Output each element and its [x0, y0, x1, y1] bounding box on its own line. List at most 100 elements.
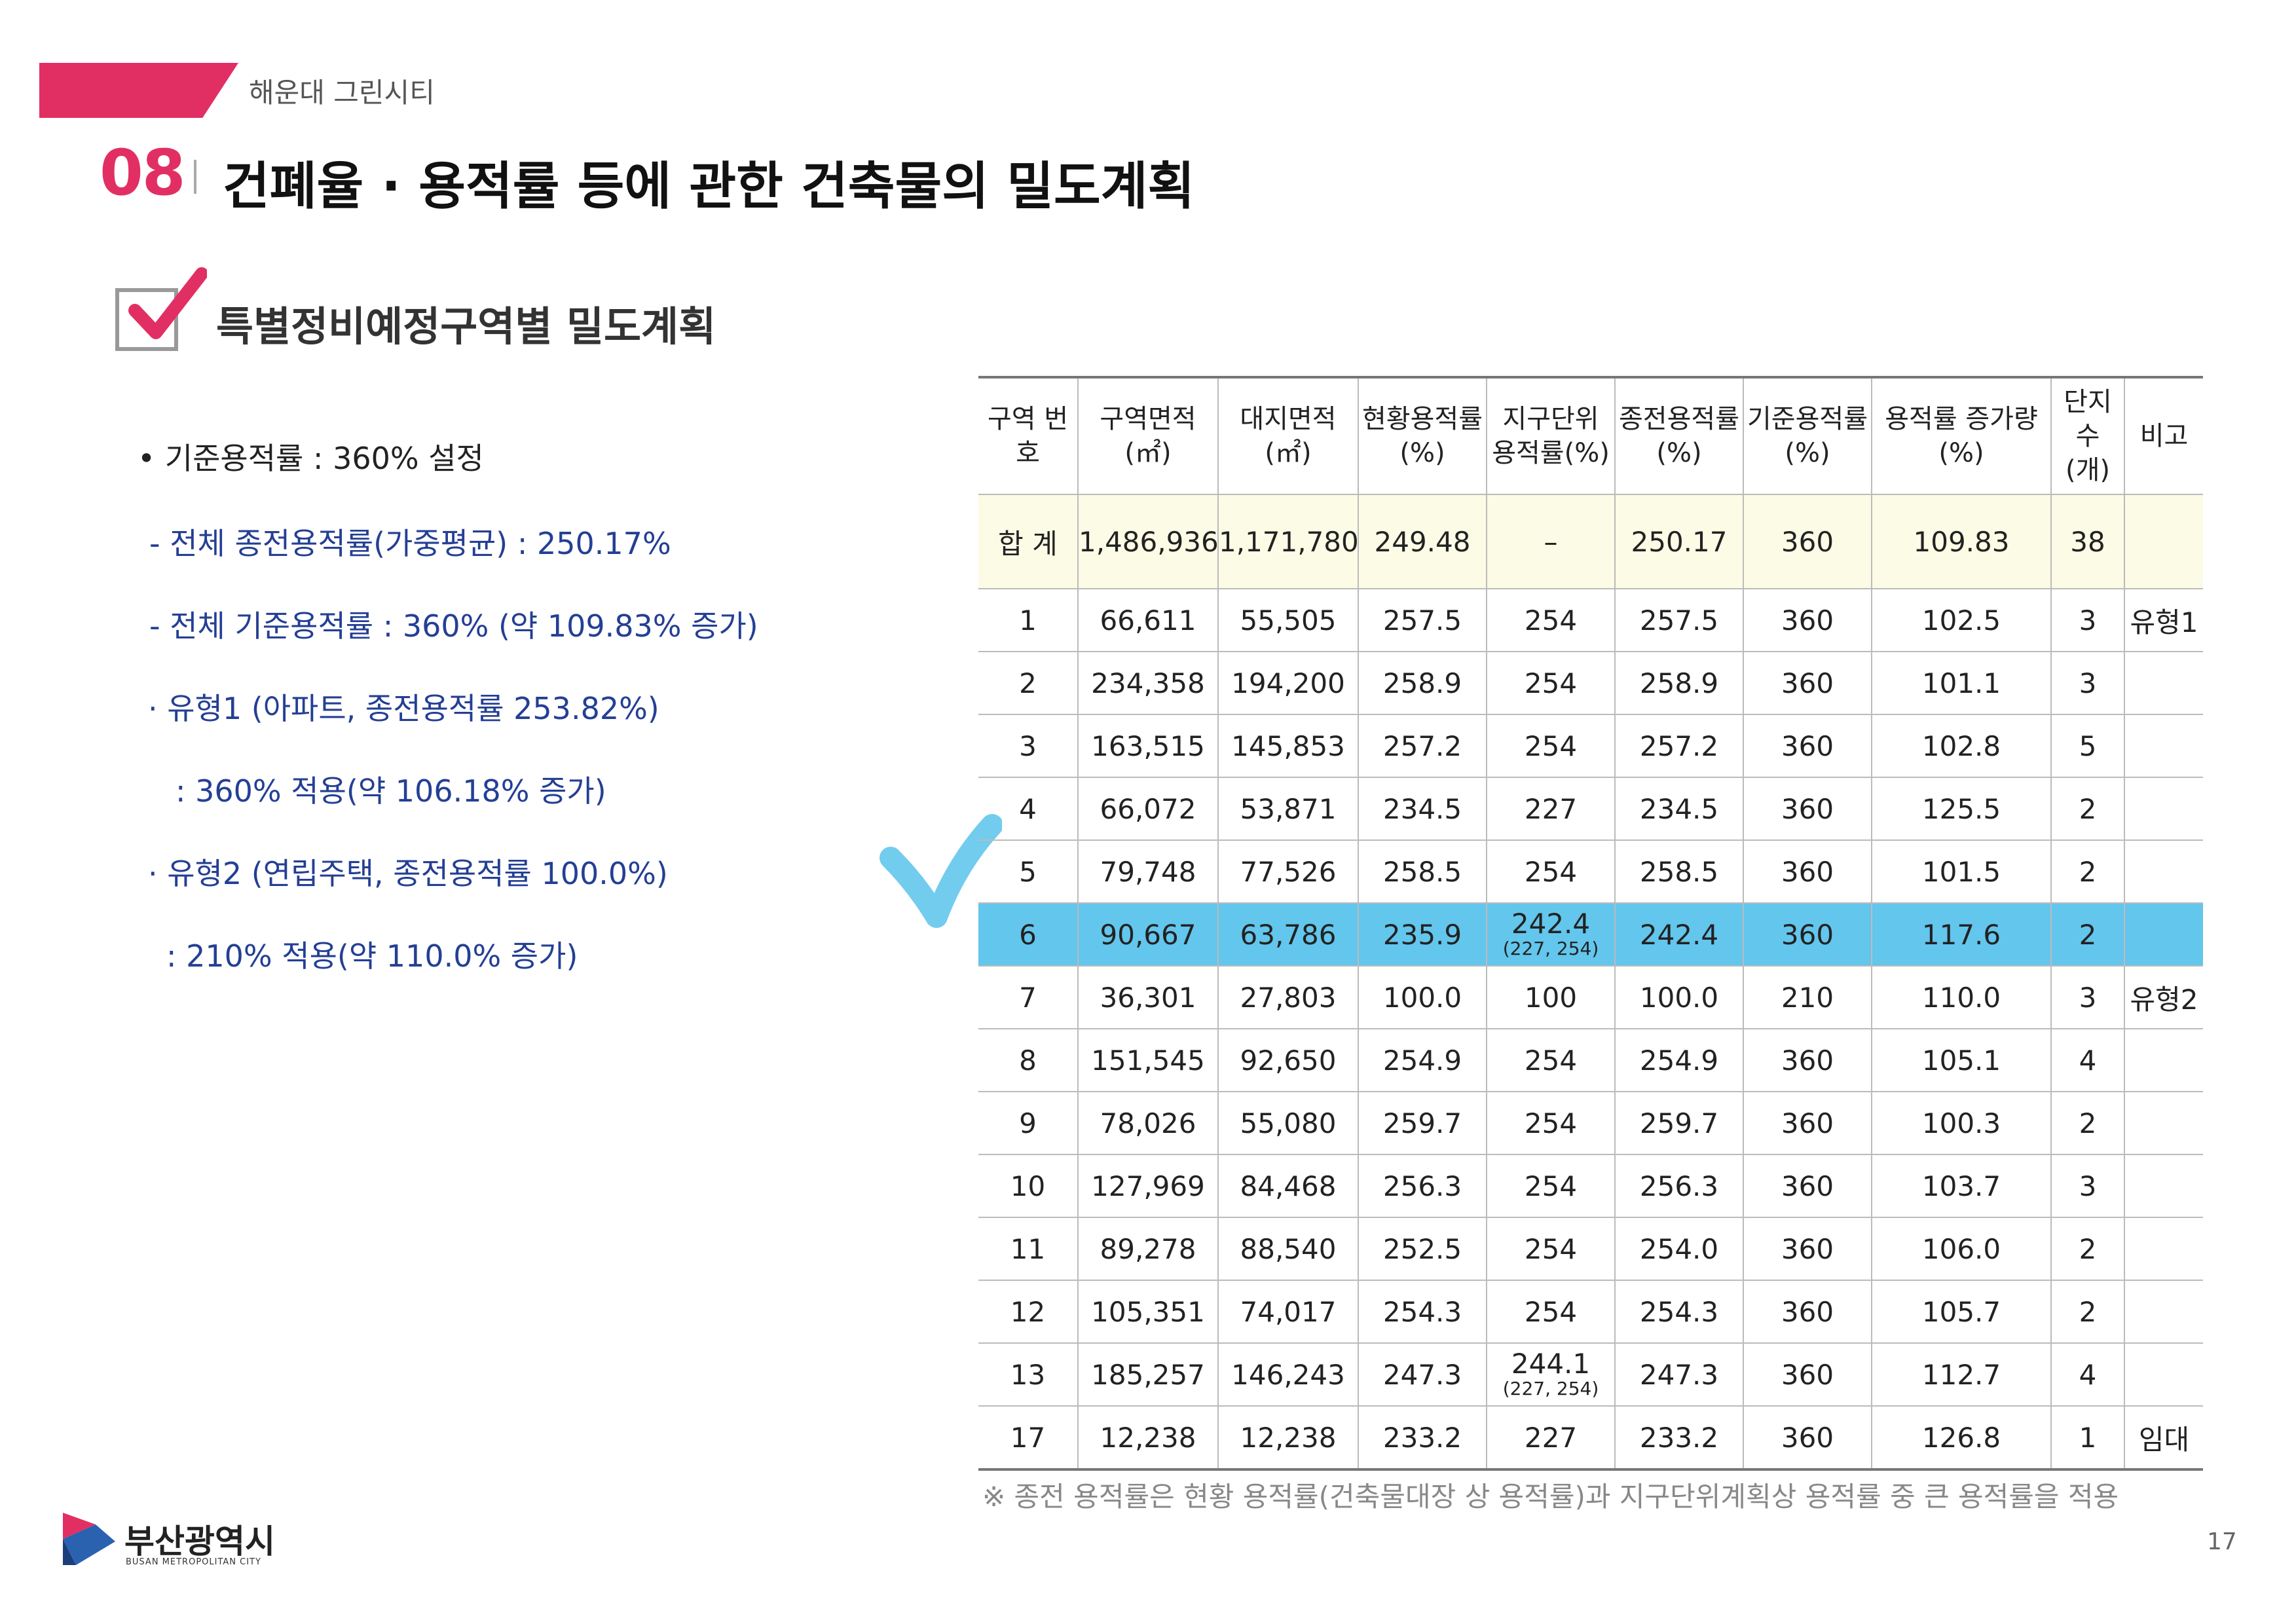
cell-remarks: [2124, 1028, 2203, 1092]
table-row: 10 127,969 84,468 256.3 254 256.3 360 103.7 3: [978, 1154, 2203, 1218]
checkbox-icon: [115, 288, 178, 351]
cell-prev-ratio: 242.4: [1614, 902, 1744, 967]
cell-current-ratio: 257.5: [1358, 588, 1487, 652]
cell-zone-no: 8: [978, 1028, 1079, 1092]
cell-site-area: 88,540: [1217, 1217, 1359, 1281]
cell-site-area: 27,803: [1217, 965, 1359, 1029]
cell-count: 2: [2050, 840, 2125, 904]
cell-increase: 102.8: [1871, 714, 2052, 778]
cell-current-ratio: 247.3: [1358, 1342, 1487, 1407]
cell-increase: 103.7: [1871, 1154, 2052, 1218]
cell-prev-ratio: 254.0: [1614, 1217, 1744, 1281]
cell-count: 3: [2050, 588, 2125, 652]
cell-district-ratio: 254: [1486, 651, 1616, 715]
cell-zone-area: 151,545: [1077, 1028, 1219, 1092]
note-type2-apply: : 210% 적용(약 110.0% 증가): [166, 938, 578, 974]
cell-site-area: 55,505: [1217, 588, 1359, 652]
total-label: 합 계: [978, 494, 1079, 589]
cell-increase: 106.0: [1871, 1217, 2052, 1281]
cell-remarks: 유형2: [2124, 965, 2203, 1029]
cell-base-ratio: 210: [1743, 965, 1872, 1029]
cell-increase: 112.7: [1871, 1342, 2052, 1407]
cell-district-ratio: 254: [1486, 1280, 1616, 1344]
cell-count: 2: [2050, 902, 2125, 967]
cell-current-ratio: 254.9: [1358, 1028, 1487, 1092]
cell-count: 5: [2050, 714, 2125, 778]
cell-district-ratio: 254: [1486, 1028, 1616, 1092]
cell-site-area: 92,650: [1217, 1028, 1359, 1092]
cell-zone-no: 1: [978, 588, 1079, 652]
header-label: 해운대 그린시티: [249, 77, 435, 109]
cell-district-ratio: 254: [1486, 1154, 1616, 1218]
cell-remarks: 유형1: [2124, 588, 2203, 652]
cell-district-ratio: 254: [1486, 1091, 1616, 1155]
cell-remarks: [2124, 1217, 2203, 1281]
cell-increase: 126.8: [1871, 1405, 2052, 1471]
cell-increase: 110.0: [1871, 965, 2052, 1029]
cell-zone-no: 12: [978, 1280, 1079, 1344]
cell-increase: 101.1: [1871, 651, 2052, 715]
cell-prev-ratio: 257.2: [1614, 714, 1744, 778]
cell-prev-ratio: 234.5: [1614, 777, 1744, 841]
cell-district-value: 242.4: [1511, 908, 1591, 940]
cell-district-ratio: 244.1 (227, 254): [1486, 1342, 1616, 1407]
col-count: 단지수 (개): [2050, 377, 2125, 495]
note-type1-apply: : 360% 적용(약 106.18% 증가): [176, 773, 606, 809]
cell-prev-ratio: 256.3: [1614, 1154, 1744, 1218]
section-divider: [194, 160, 196, 194]
total-count: 38: [2050, 494, 2125, 589]
cell-prev-ratio: 247.3: [1614, 1342, 1744, 1407]
cell-site-area: 63,786: [1217, 902, 1359, 967]
note-type2: · 유형2 (연립주택, 종전용적률 100.0%): [148, 856, 668, 891]
cell-site-area: 84,468: [1217, 1154, 1359, 1218]
cell-prev-ratio: 233.2: [1614, 1405, 1744, 1471]
cell-zone-no: 3: [978, 714, 1079, 778]
cell-base-ratio: 360: [1743, 1405, 1872, 1471]
cell-base-ratio: 360: [1743, 1091, 1872, 1155]
total-current-ratio: 249.48: [1358, 494, 1487, 589]
cell-increase: 105.7: [1871, 1280, 2052, 1344]
cell-district-ratio: 254: [1486, 588, 1616, 652]
cell-zone-area: 66,611: [1077, 588, 1219, 652]
cell-district-range: (227, 254): [1502, 938, 1599, 959]
cell-remarks: [2124, 777, 2203, 841]
cell-site-area: 55,080: [1217, 1091, 1359, 1155]
cell-site-area: 194,200: [1217, 651, 1359, 715]
cell-remarks: [2124, 1091, 2203, 1155]
col-prev-ratio: 종전용적률 (%): [1614, 377, 1744, 495]
cell-zone-no: 17: [978, 1405, 1079, 1471]
cell-zone-area: 90,667: [1077, 902, 1219, 967]
header-accent-bar: [39, 63, 238, 118]
cell-zone-no: 6: [978, 902, 1079, 967]
cell-current-ratio: 257.2: [1358, 714, 1487, 778]
cell-base-ratio: 360: [1743, 1154, 1872, 1218]
cell-remarks: [2124, 1342, 2203, 1407]
cell-count: 3: [2050, 965, 2125, 1029]
cell-remarks: [2124, 840, 2203, 904]
total-district-ratio: –: [1486, 494, 1616, 589]
cell-current-ratio: 258.9: [1358, 651, 1487, 715]
page-number: 17: [2207, 1528, 2237, 1555]
cell-count: 3: [2050, 1154, 2125, 1218]
cell-increase: 102.5: [1871, 588, 2052, 652]
cell-count: 4: [2050, 1028, 2125, 1092]
cell-zone-area: 163,515: [1077, 714, 1219, 778]
cell-current-ratio: 235.9: [1358, 902, 1487, 967]
cell-increase: 125.5: [1871, 777, 2052, 841]
cell-site-area: 145,853: [1217, 714, 1359, 778]
cell-current-ratio: 100.0: [1358, 965, 1487, 1029]
cell-site-area: 146,243: [1217, 1342, 1359, 1407]
table-row: 6 90,667 63,786 235.9 242.4 (227, 254) 242.4 36…: [978, 902, 2203, 967]
total-site-area: 1,171,780: [1217, 494, 1359, 589]
cell-increase: 101.5: [1871, 840, 2052, 904]
cell-count: 2: [2050, 1217, 2125, 1281]
table-row: 4 66,072 53,871 234.5 227 234.5 360 125.5 2: [978, 777, 2203, 841]
cell-zone-area: 36,301: [1077, 965, 1219, 1029]
cell-district-range: (227, 254): [1502, 1378, 1599, 1399]
cell-district-ratio: 254: [1486, 1217, 1616, 1281]
col-zone-area: 구역면적 (㎡): [1077, 377, 1219, 495]
cell-base-ratio: 360: [1743, 588, 1872, 652]
total-base-ratio: 360: [1743, 494, 1872, 589]
table-row: 8 151,545 92,650 254.9 254 254.9 360 105.1 4: [978, 1028, 2203, 1092]
cell-increase: 105.1: [1871, 1028, 2052, 1092]
